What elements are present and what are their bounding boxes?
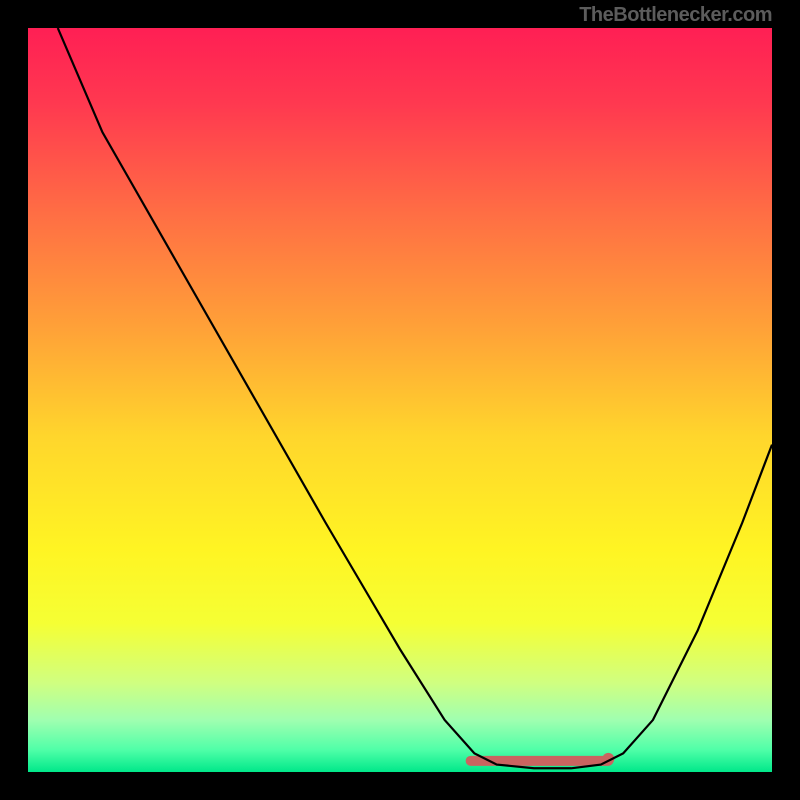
watermark-text: TheBottlenecker.com bbox=[579, 4, 772, 27]
plot-area bbox=[28, 28, 772, 772]
chart-container: TheBottlenecker.com bbox=[0, 0, 800, 800]
bottleneck-curve bbox=[58, 28, 772, 768]
curve-layer bbox=[28, 28, 772, 772]
